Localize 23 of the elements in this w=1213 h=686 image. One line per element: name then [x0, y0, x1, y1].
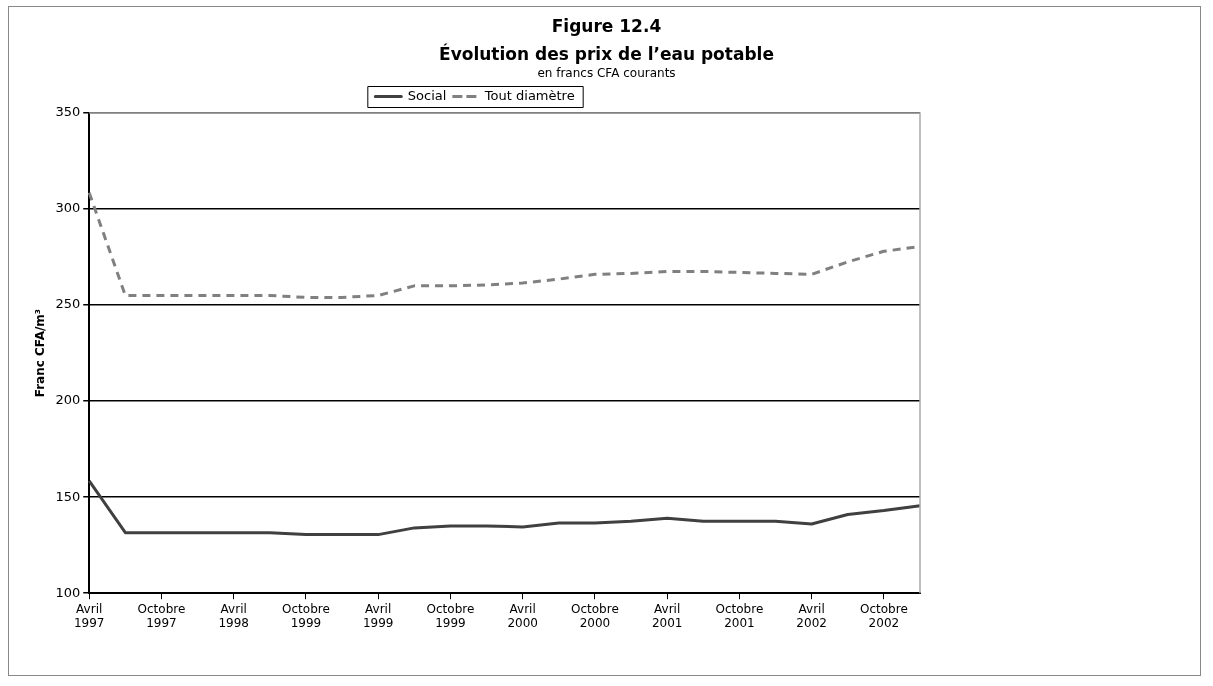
- y-tick-label: 100: [55, 584, 81, 600]
- y-tick-label: 200: [55, 392, 81, 408]
- x-tick-label: Avril 2001: [651, 601, 683, 630]
- x-tick-label: Octobre 1999: [426, 601, 475, 630]
- x-tick-label: Avril 1999: [362, 601, 394, 630]
- x-tick-label: Avril 1998: [218, 601, 249, 630]
- x-tick-label: Avril 2000: [507, 601, 538, 630]
- y-tick-label: 350: [55, 104, 81, 120]
- x-tick-label: Avril 2002: [796, 601, 827, 630]
- x-tick-label: Octobre 2002: [860, 601, 908, 630]
- y-tick-label: 250: [55, 296, 81, 312]
- chart-title: Figure 12.4 Évolution des prix de l’eau potable: [439, 16, 774, 64]
- y-tick-label: 150: [55, 488, 81, 504]
- x-tick-label: Octobre 1997: [137, 601, 186, 630]
- y-tick-label: 300: [55, 200, 81, 216]
- legend-label: Social: [407, 87, 447, 103]
- x-tick-label: Avril 1997: [73, 601, 105, 630]
- x-tick-label: Octobre 2001: [715, 601, 764, 630]
- y-axis-title: Franc CFA/m³: [33, 308, 48, 398]
- chart-subtitle: en francs CFA courants: [536, 66, 677, 80]
- x-tick-label: Octobre 1999: [282, 601, 330, 630]
- legend-label: Tout diamètre: [483, 87, 575, 103]
- x-tick-label: Octobre 2000: [571, 601, 619, 630]
